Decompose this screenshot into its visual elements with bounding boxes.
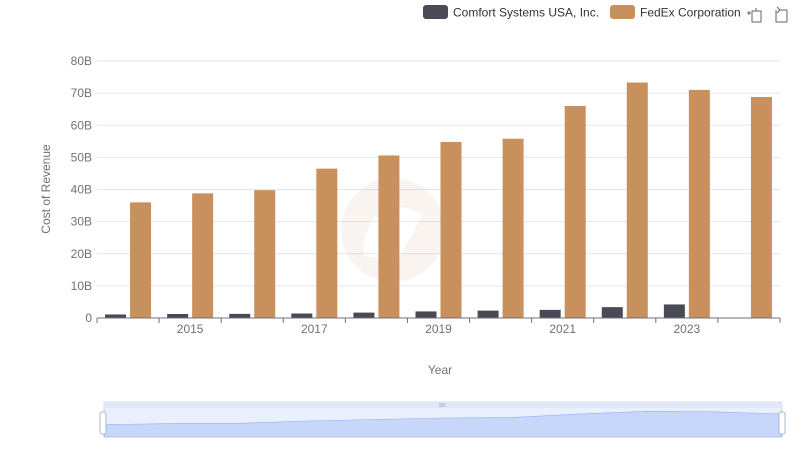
bar-fedex-2016[interactable] xyxy=(254,190,276,318)
bars xyxy=(105,82,772,319)
x-tick-label: 2023 xyxy=(674,322,701,336)
x-tick-label: 2015 xyxy=(177,322,204,336)
x-axis: 2015 2017 2019 2021 2023 xyxy=(177,322,701,336)
bar-comfort-systems-2022[interactable] xyxy=(601,307,623,318)
y-tick-label: 80B xyxy=(71,54,92,68)
legend-label-fedex: FedEx Corporation xyxy=(640,6,741,20)
legend-swatch-fedex xyxy=(610,5,635,19)
bar-comfort-systems-2015[interactable] xyxy=(167,313,189,318)
bar-fedex-2024[interactable] xyxy=(750,96,772,318)
y-tick-label: 10B xyxy=(71,279,92,293)
x-tick-label: 2021 xyxy=(549,322,576,336)
bar-comfort-systems-2017[interactable] xyxy=(291,313,313,318)
y-tick-label: 40B xyxy=(71,183,92,197)
bar-fedex-2020[interactable] xyxy=(502,138,524,318)
bar-fedex-2021[interactable] xyxy=(564,105,586,318)
y-axis-title: Cost of Revenue xyxy=(39,144,53,234)
restore-icon[interactable] xyxy=(775,6,788,23)
legend-item-fedex[interactable]: FedEx Corporation xyxy=(610,5,741,20)
x-axis-title: Year xyxy=(428,363,452,377)
zoom-icon[interactable] xyxy=(747,8,762,23)
x-axis-ticks xyxy=(96,318,781,323)
y-tick-label: 60B xyxy=(71,118,92,132)
legend-label-comfort-systems: Comfort Systems USA, Inc. xyxy=(453,6,599,20)
y-tick-label: 70B xyxy=(71,86,92,100)
bar-comfort-systems-2014[interactable] xyxy=(105,314,127,318)
x-tick-label: 2019 xyxy=(425,322,452,336)
bar-comfort-systems-2018[interactable] xyxy=(353,312,375,318)
legend-item-comfort-systems[interactable]: Comfort Systems USA, Inc. xyxy=(423,5,599,20)
legend-swatch-comfort-systems xyxy=(423,5,448,19)
bar-comfort-systems-2016[interactable] xyxy=(229,313,251,318)
legend: Comfort Systems USA, Inc. FedEx Corporat… xyxy=(423,5,741,20)
data-zoom-selection[interactable] xyxy=(104,408,782,437)
x-tick-label: 2017 xyxy=(301,322,328,336)
bar-comfort-systems-2023[interactable] xyxy=(663,304,685,318)
y-tick-label: 0 xyxy=(85,311,92,325)
bar-comfort-systems-2020[interactable] xyxy=(477,310,499,318)
y-tick-label: 30B xyxy=(71,215,92,229)
bar-fedex-2015[interactable] xyxy=(192,193,214,318)
data-zoom-handle-right[interactable] xyxy=(778,411,786,435)
bar-fedex-2019[interactable] xyxy=(440,141,462,318)
y-tick-label: 50B xyxy=(71,150,92,164)
y-tick-label: 20B xyxy=(71,247,92,261)
data-zoom-handle-left[interactable] xyxy=(99,411,107,435)
data-zoom-preview-area xyxy=(103,411,783,438)
bar-comfort-systems-2021[interactable] xyxy=(539,309,561,318)
y-axis: 0 10B 20B 30B 40B 50B 60B 70B 80B xyxy=(71,54,93,325)
bar-fedex-2017[interactable] xyxy=(316,168,338,318)
drag-grip-icon[interactable] xyxy=(439,403,445,407)
bar-fedex-2023[interactable] xyxy=(688,89,710,318)
bar-fedex-2014[interactable] xyxy=(130,202,152,318)
bar-fedex-2022[interactable] xyxy=(626,82,648,319)
data-zoom-slider[interactable] xyxy=(99,401,786,438)
bar-comfort-systems-2019[interactable] xyxy=(415,311,437,318)
data-zoom-top-bar[interactable] xyxy=(104,402,782,408)
bar-fedex-2018[interactable] xyxy=(378,155,400,318)
